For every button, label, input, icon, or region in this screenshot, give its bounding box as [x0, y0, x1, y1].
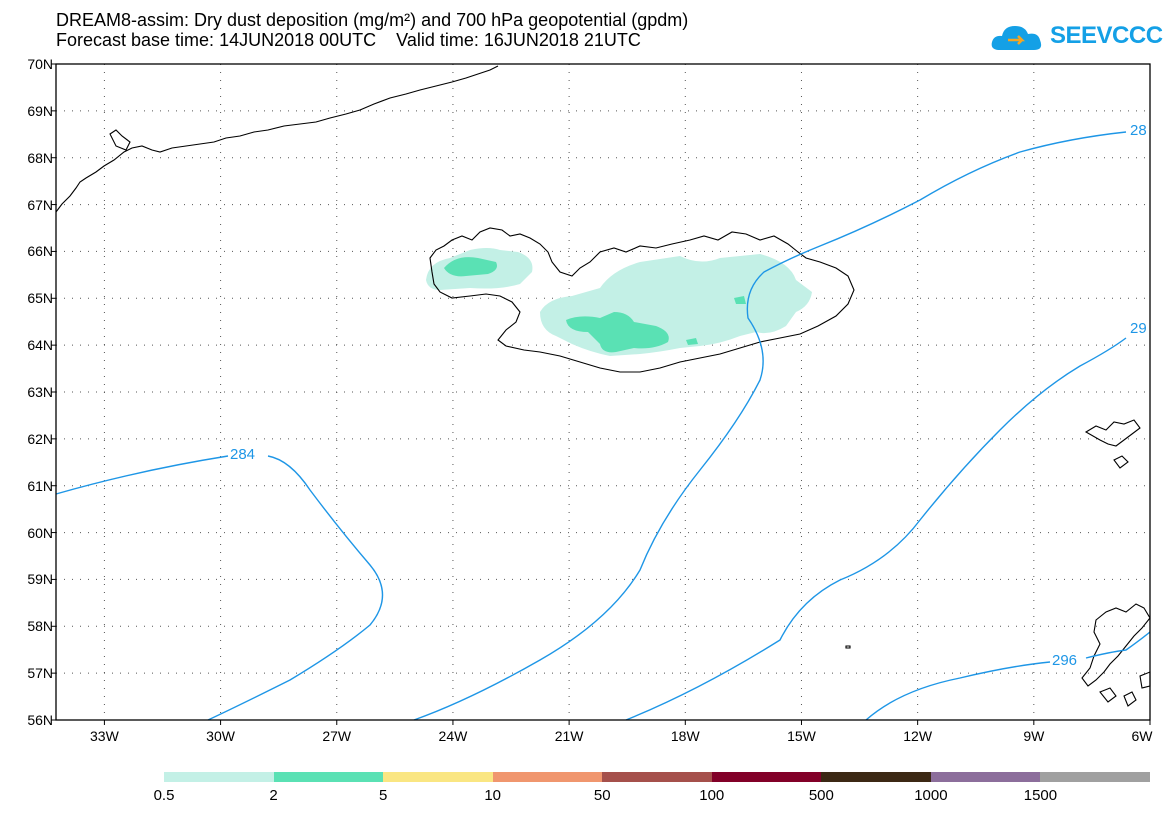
logo-text: SEEVCCC [1050, 22, 1163, 49]
lat-label: 70N [27, 56, 53, 72]
lon-label: 30W [206, 728, 235, 744]
colorbar-swatch [164, 772, 275, 782]
colorbar-label: 5 [378, 787, 388, 804]
lat-label: 69N [27, 102, 53, 119]
seevccc-logo: SEEVCCC [990, 18, 1163, 58]
lat-label: 61N [27, 477, 53, 494]
lat-label: 66N [27, 243, 53, 260]
colorbar-label: 1500 [1023, 787, 1058, 804]
colorbar-swatch [930, 772, 1041, 782]
colorbar-swatch [1040, 772, 1151, 782]
lon-label: 9W [1023, 728, 1045, 744]
colorbar-label: 100 [699, 787, 725, 804]
geopotential-contours [55, 131, 1151, 721]
lon-label: 18W [670, 728, 700, 744]
lat-label: 56N [27, 712, 53, 728]
lat-label: 63N [27, 384, 53, 400]
contour-label-29: 29 [1130, 320, 1147, 337]
graticule [56, 64, 1150, 720]
colorbar-label: 2 [269, 787, 278, 804]
colorbar-swatch [821, 772, 932, 782]
colorbar-label: 500 [808, 787, 834, 804]
lon-label: 6W [1131, 728, 1153, 744]
colorbar-swatch [711, 772, 822, 782]
lon-label: 33W [90, 728, 119, 744]
contour-label-28: 28 [1130, 122, 1147, 139]
lon-label: 21W [554, 728, 584, 744]
dust-shading-medium [444, 257, 746, 353]
lon-label: 12W [903, 728, 933, 744]
lat-label: 67N [27, 196, 53, 213]
colorbar-label: 0.5 [153, 787, 175, 804]
coastlines [55, 65, 1151, 707]
lat-label: 60N [27, 524, 53, 541]
colorbar-swatch [273, 772, 384, 782]
contour-label-296: 296 [1052, 652, 1078, 669]
colorbar-swatch [383, 772, 494, 782]
lat-label: 68N [27, 149, 53, 166]
lat-label: 57N [27, 665, 53, 682]
lon-label: 27W [322, 728, 352, 744]
map-title: DREAM8-assim: Dry dust deposition (mg/m²… [56, 10, 689, 30]
map-subtitle: Forecast base time: 14JUN2018 00UTC Vali… [56, 30, 641, 50]
contour-label-284: 284 [230, 446, 256, 463]
lat-label: 59N [27, 571, 53, 588]
colorbar-swatch [492, 772, 603, 782]
lon-label: 24W [438, 728, 468, 744]
colorbar-label: 50 [593, 787, 611, 804]
lat-label: 64N [27, 337, 53, 354]
lat-label: 62N [27, 430, 53, 447]
lat-label: 58N [27, 618, 53, 635]
lon-label: 15W [787, 728, 816, 744]
colorbar-label: 10 [484, 787, 501, 804]
colorbar-swatch [602, 772, 713, 782]
colorbar-label: 1000 [914, 787, 948, 804]
cloud-icon [991, 26, 1042, 50]
lat-label: 65N [27, 290, 53, 307]
